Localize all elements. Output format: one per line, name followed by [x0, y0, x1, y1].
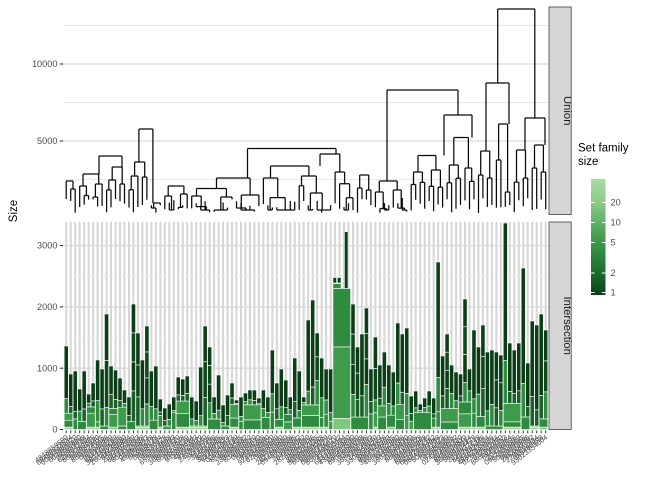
svg-text:10000: 10000	[32, 59, 58, 69]
svg-text:2000: 2000	[37, 302, 57, 312]
svg-text:Intersection: Intersection	[561, 297, 573, 355]
svg-text:5: 5	[611, 238, 616, 248]
svg-text:2: 2	[611, 268, 616, 278]
svg-text:1: 1	[611, 288, 616, 298]
svg-text:Set family: Set family	[578, 143, 629, 155]
svg-text:3000: 3000	[37, 241, 57, 251]
svg-text:20: 20	[611, 198, 621, 208]
svg-text:Union: Union	[561, 96, 573, 126]
svg-text:10: 10	[611, 218, 621, 228]
svg-text:Size: Size	[8, 200, 20, 222]
svg-text:1000: 1000	[37, 363, 57, 373]
svg-text:5000: 5000	[37, 136, 57, 146]
svg-text:size: size	[578, 156, 598, 168]
svg-text:0: 0	[52, 425, 57, 435]
